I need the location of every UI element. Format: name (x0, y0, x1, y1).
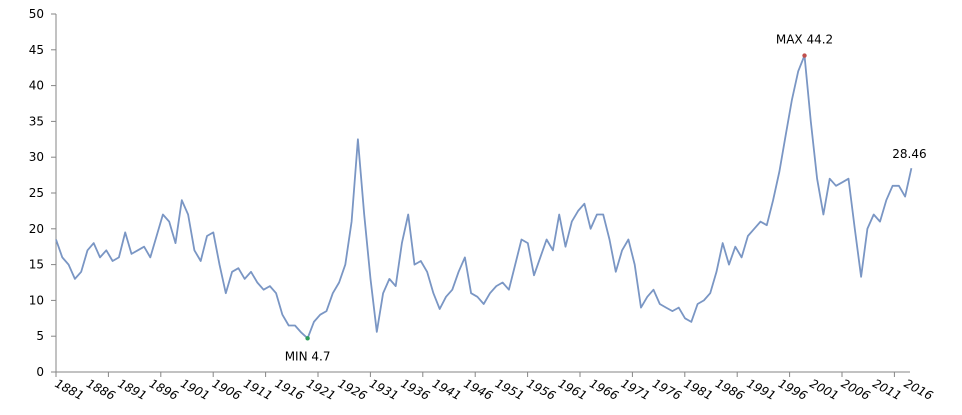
x-tick-label: 1931 (367, 376, 401, 403)
x-tick-label: 1911 (241, 376, 275, 403)
x-tick-label: 2011 (870, 376, 904, 403)
y-tick-label: 50 (29, 7, 44, 21)
y-tick-label: 40 (29, 79, 44, 93)
x-tick-label: 1926 (336, 376, 370, 403)
annotation-label: MIN 4.7 (285, 349, 331, 363)
x-tick-label: 1991 (744, 376, 778, 403)
x-tick-label: 1986 (713, 376, 747, 403)
y-axis: 0 5 10 15 20 25 30 35 40 45 50 (29, 7, 57, 379)
x-tick-label: 1961 (556, 376, 590, 403)
annotation-marker (802, 53, 807, 58)
plot-area (55, 54, 913, 340)
data-line (55, 54, 913, 340)
x-tick-label: 1901 (178, 376, 212, 403)
x-tick-label: 1981 (682, 376, 716, 403)
x-tick-label: 1906 (210, 376, 244, 403)
x-axis: 1881188618911896190119061911191619211926… (53, 371, 936, 403)
y-tick-label: 20 (29, 222, 44, 236)
x-tick-label: 1971 (619, 376, 653, 403)
x-tick-label: 1936 (399, 376, 433, 403)
annotations: MAX 44.2 MIN 4.7 28.46 (285, 33, 927, 364)
x-tick-label: 1956 (524, 376, 558, 403)
annotation-label: 28.46 (892, 147, 926, 161)
y-tick-label: 0 (36, 365, 44, 379)
y-tick-label: 5 (36, 329, 44, 343)
x-tick-label: 2001 (807, 376, 841, 403)
x-tick-label: 1921 (304, 376, 338, 403)
x-tick-label: 1946 (461, 376, 495, 403)
y-tick-label: 30 (29, 150, 44, 164)
x-tick-label: 1896 (147, 376, 181, 403)
annotation-label: MAX 44.2 (776, 33, 833, 47)
annotation-marker (305, 336, 310, 341)
x-tick-label: 1891 (115, 376, 149, 403)
y-tick-label: 25 (29, 186, 44, 200)
x-tick-label: 1916 (273, 376, 307, 403)
y-tick-label: 15 (29, 258, 44, 272)
y-tick-label: 35 (29, 114, 44, 128)
y-tick-label: 10 (29, 293, 44, 307)
x-tick-label: 1881 (53, 376, 87, 403)
x-tick-label: 2016 (902, 376, 936, 403)
x-tick-label: 1976 (650, 376, 684, 403)
x-tick-label: 1966 (587, 376, 621, 403)
x-tick-label: 1996 (776, 376, 810, 403)
x-tick-label: 1951 (493, 376, 527, 403)
x-tick-label: 2006 (839, 376, 873, 403)
x-tick-label: 1886 (84, 376, 118, 403)
x-tick-label: 1941 (430, 376, 464, 403)
y-tick-label: 45 (29, 43, 44, 57)
